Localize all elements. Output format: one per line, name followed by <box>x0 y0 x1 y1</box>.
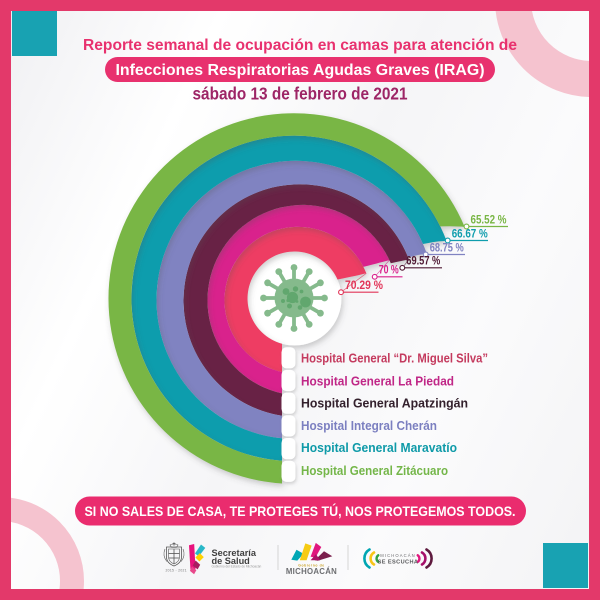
svg-text:2015 - 2021: 2015 - 2021 <box>166 568 187 572</box>
svg-text:69.57 %: 69.57 % <box>406 254 440 268</box>
svg-text:de Salud: de Salud <box>212 556 250 566</box>
svg-text:Hospital General Zitácuaro: Hospital General Zitácuaro <box>301 463 448 478</box>
svg-text:MICHOACÁN: MICHOACÁN <box>286 567 337 576</box>
svg-text:Hospital General “Dr. Miguel S: Hospital General “Dr. Miguel Silva” <box>301 351 488 366</box>
svg-text:Gobierno de: Gobierno de <box>298 564 325 568</box>
svg-text:sábado 13 de febrero de 2021: sábado 13 de febrero de 2021 <box>193 84 408 104</box>
svg-text:Hospital General Apatzingán: Hospital General Apatzingán <box>301 396 468 411</box>
svg-text:Gobierno del Estado de Michoac: Gobierno del Estado de Michoacán <box>212 565 262 569</box>
svg-text:Hospital General Maravatío: Hospital General Maravatío <box>301 440 457 455</box>
svg-text:SI NO SALES DE CASA, TE PROTEG: SI NO SALES DE CASA, TE PROTEGES TÚ, NOS… <box>85 502 516 519</box>
svg-text:Infecciones Respiratorias Agud: Infecciones Respiratorias Agudas Graves … <box>116 62 485 79</box>
svg-text:Hospital General La Piedad: Hospital General La Piedad <box>301 373 454 388</box>
svg-text:66.67 %: 66.67 % <box>452 226 488 240</box>
svg-text:68.75 %: 68.75 % <box>430 240 464 254</box>
svg-text:Reporte semanal de ocupación e: Reporte semanal de ocupación en camas pa… <box>83 37 517 54</box>
svg-text:MICHOACÁN: MICHOACÁN <box>380 553 416 558</box>
svg-text:Secretaría: Secretaría <box>212 548 257 558</box>
svg-text:SE ESCUCHA: SE ESCUCHA <box>378 560 419 566</box>
svg-text:65.52 %: 65.52 % <box>471 212 507 226</box>
svg-text:70 %: 70 % <box>379 263 399 277</box>
svg-text:70.29 %: 70.29 % <box>345 278 383 292</box>
svg-text:Hospital Integral Cherán: Hospital Integral Cherán <box>301 418 437 433</box>
